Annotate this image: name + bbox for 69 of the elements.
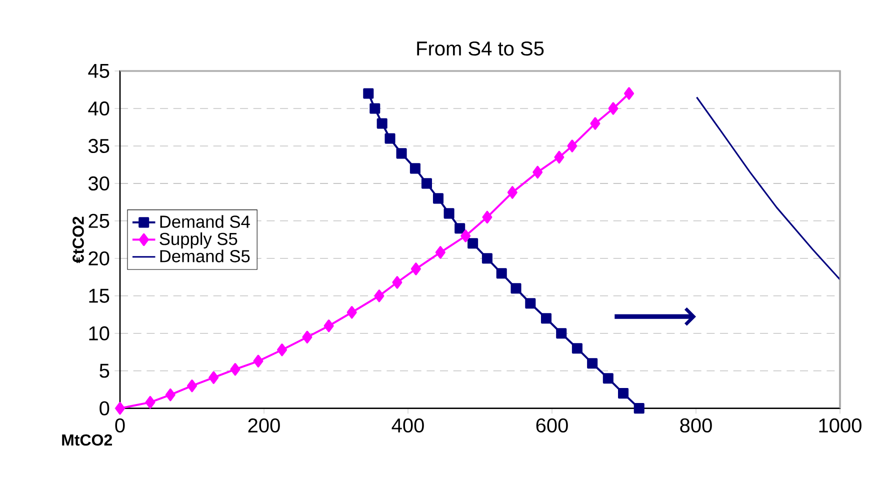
- point: [496, 268, 507, 279]
- point: [532, 166, 543, 179]
- point: [468, 238, 478, 249]
- point: [634, 403, 644, 414]
- y-tick-label: 0: [100, 401, 110, 416]
- x-tick-label: 400: [392, 418, 424, 433]
- point: [482, 253, 492, 264]
- point: [410, 163, 420, 174]
- point: [115, 402, 126, 415]
- y-axis-title: €tCO2: [72, 216, 84, 264]
- point: [145, 396, 156, 409]
- y-tick-label: 45: [88, 64, 110, 78]
- point: [302, 330, 312, 344]
- point: [510, 283, 522, 294]
- y-tick-label: 5: [100, 364, 110, 378]
- legend-label: Supply S5: [160, 232, 238, 249]
- point: [208, 371, 219, 384]
- point: [460, 230, 471, 242]
- point: [392, 276, 402, 289]
- point: [324, 320, 334, 332]
- y-tick-label: 15: [89, 288, 110, 303]
- y-tick-label: 40: [88, 101, 110, 116]
- point: [567, 140, 578, 152]
- point: [587, 358, 598, 369]
- x-tick-label: 800: [680, 418, 712, 433]
- x-axis-title: MtCO2: [62, 434, 112, 446]
- legend-label: Demand S4: [160, 215, 250, 228]
- point: [230, 363, 240, 376]
- point: [376, 118, 388, 129]
- point: [556, 328, 567, 339]
- point: [432, 193, 444, 204]
- point: [602, 373, 614, 384]
- x-tick-label: 600: [536, 418, 568, 433]
- legend-label: Demand S5: [160, 250, 250, 262]
- point: [187, 379, 198, 392]
- point: [540, 313, 552, 324]
- point: [444, 208, 454, 219]
- point: [624, 87, 634, 100]
- point: [363, 88, 374, 99]
- y-tick-label: 10: [89, 326, 110, 340]
- point: [435, 246, 446, 259]
- y-tick-label: 20: [88, 251, 110, 266]
- chart-title: From S4 to S5: [417, 41, 544, 56]
- point: [572, 343, 582, 354]
- point: [554, 150, 564, 164]
- point: [277, 344, 288, 356]
- point: [165, 388, 176, 402]
- point: [384, 133, 396, 144]
- line-series: [696, 96, 841, 280]
- point: [618, 388, 629, 399]
- y-tick-label: 25: [88, 214, 110, 228]
- point: [608, 102, 618, 115]
- point: [454, 223, 466, 234]
- point: [410, 262, 421, 276]
- point: [421, 178, 432, 189]
- point: [374, 290, 384, 302]
- x-tick-label: 0: [115, 418, 125, 433]
- point: [370, 103, 380, 114]
- point: [525, 298, 536, 309]
- point: [253, 354, 264, 368]
- y-tick-label: 30: [88, 176, 110, 191]
- x-tick-label: 200: [248, 418, 280, 433]
- point: [590, 117, 600, 130]
- point: [396, 148, 407, 159]
- point: [346, 306, 357, 319]
- y-tick-label: 35: [88, 138, 110, 154]
- point: [507, 186, 518, 199]
- x-tick-label: 1000: [819, 418, 862, 433]
- point: [482, 210, 492, 224]
